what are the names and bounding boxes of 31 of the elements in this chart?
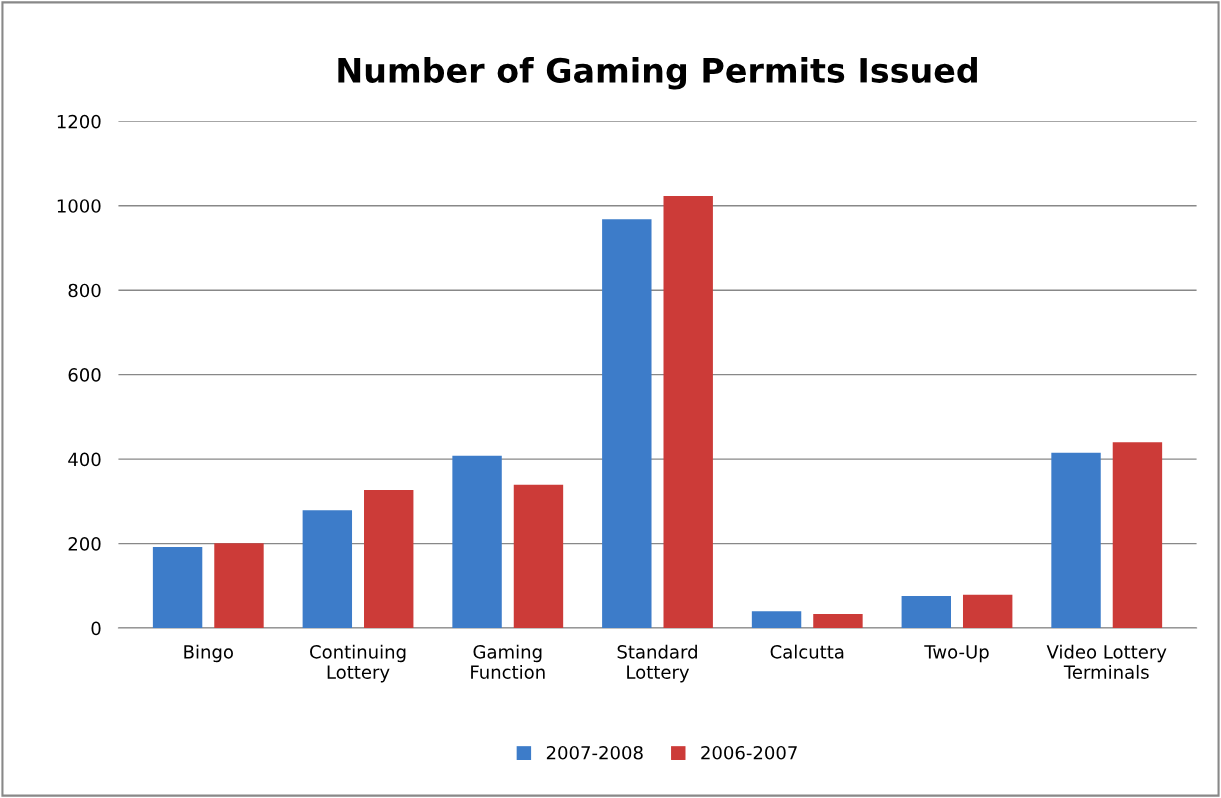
bar	[513, 484, 564, 629]
bar	[302, 510, 353, 629]
x-tick-label: Standard Lottery	[617, 644, 697, 683]
x-tick-label: Gaming Function	[471, 644, 545, 679]
y-tick-label: 600	[68, 368, 101, 382]
bar	[602, 219, 652, 629]
bar	[214, 543, 264, 629]
y-tick-label: 400	[68, 452, 101, 467]
bar	[751, 611, 802, 629]
bar	[452, 455, 502, 629]
x-tick-label: Two-Up	[924, 645, 989, 663]
y-tick-label: 1000	[57, 199, 101, 213]
y-tick-label: 800	[68, 283, 101, 298]
y-tick-label: 0	[91, 621, 101, 636]
bar	[813, 614, 863, 629]
y-tick-label: 200	[68, 537, 101, 551]
y-tick-label: 1200	[57, 114, 101, 129]
bar	[1112, 442, 1163, 629]
bar	[364, 489, 414, 629]
chart-title: Number of Gaming Permits Issued	[338, 57, 977, 90]
bar	[152, 546, 203, 629]
x-tick-label: Video Lottery Terminals	[1046, 644, 1167, 679]
bar	[962, 594, 1013, 629]
bar	[663, 196, 713, 629]
bar	[1051, 452, 1101, 629]
x-tick-label: Continuing Lottery	[310, 644, 406, 683]
bar	[901, 595, 951, 629]
x-tick-label: Calcutta	[770, 644, 844, 659]
legend-label: 2007-2008	[546, 745, 643, 760]
legend-label: 2006-2007	[701, 745, 797, 760]
x-tick-label: Bingo	[184, 644, 233, 663]
